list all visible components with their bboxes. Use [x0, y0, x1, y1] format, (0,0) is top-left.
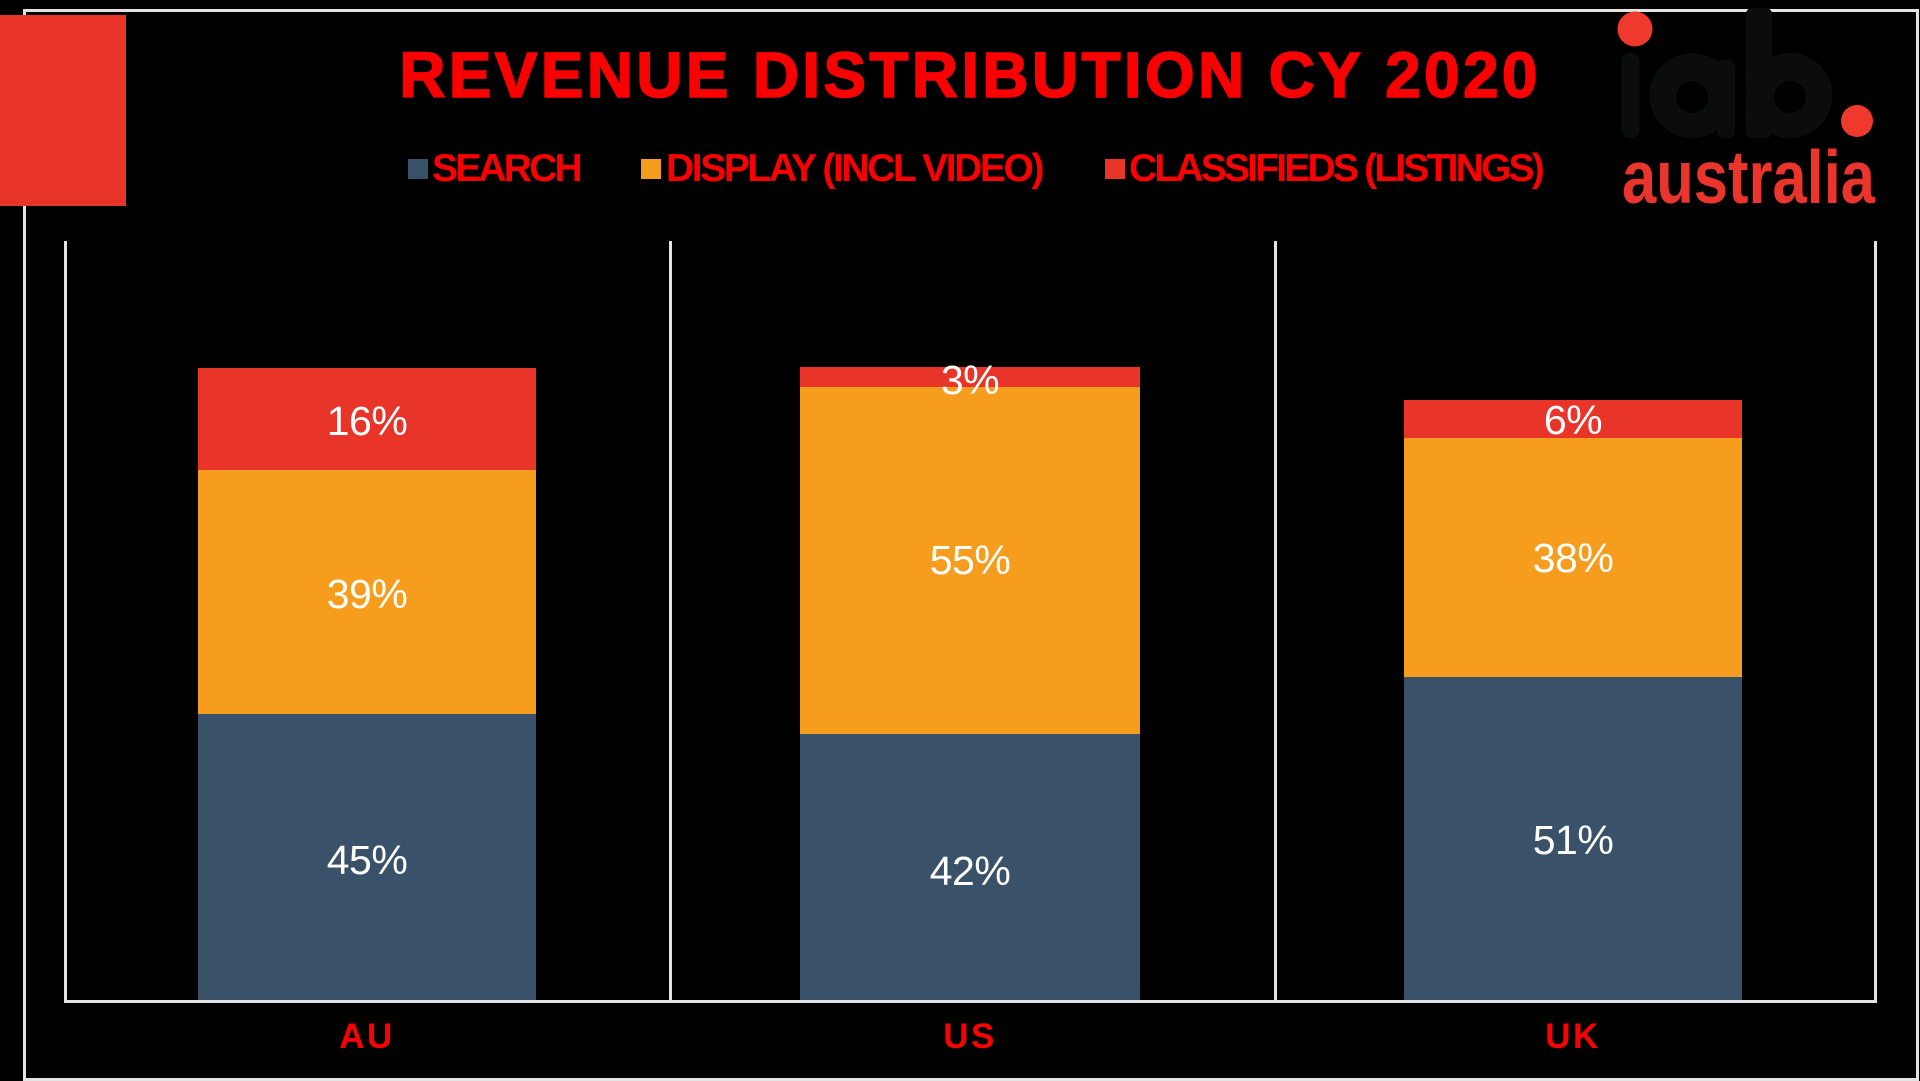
svg-text:australia: australia — [1622, 135, 1876, 219]
